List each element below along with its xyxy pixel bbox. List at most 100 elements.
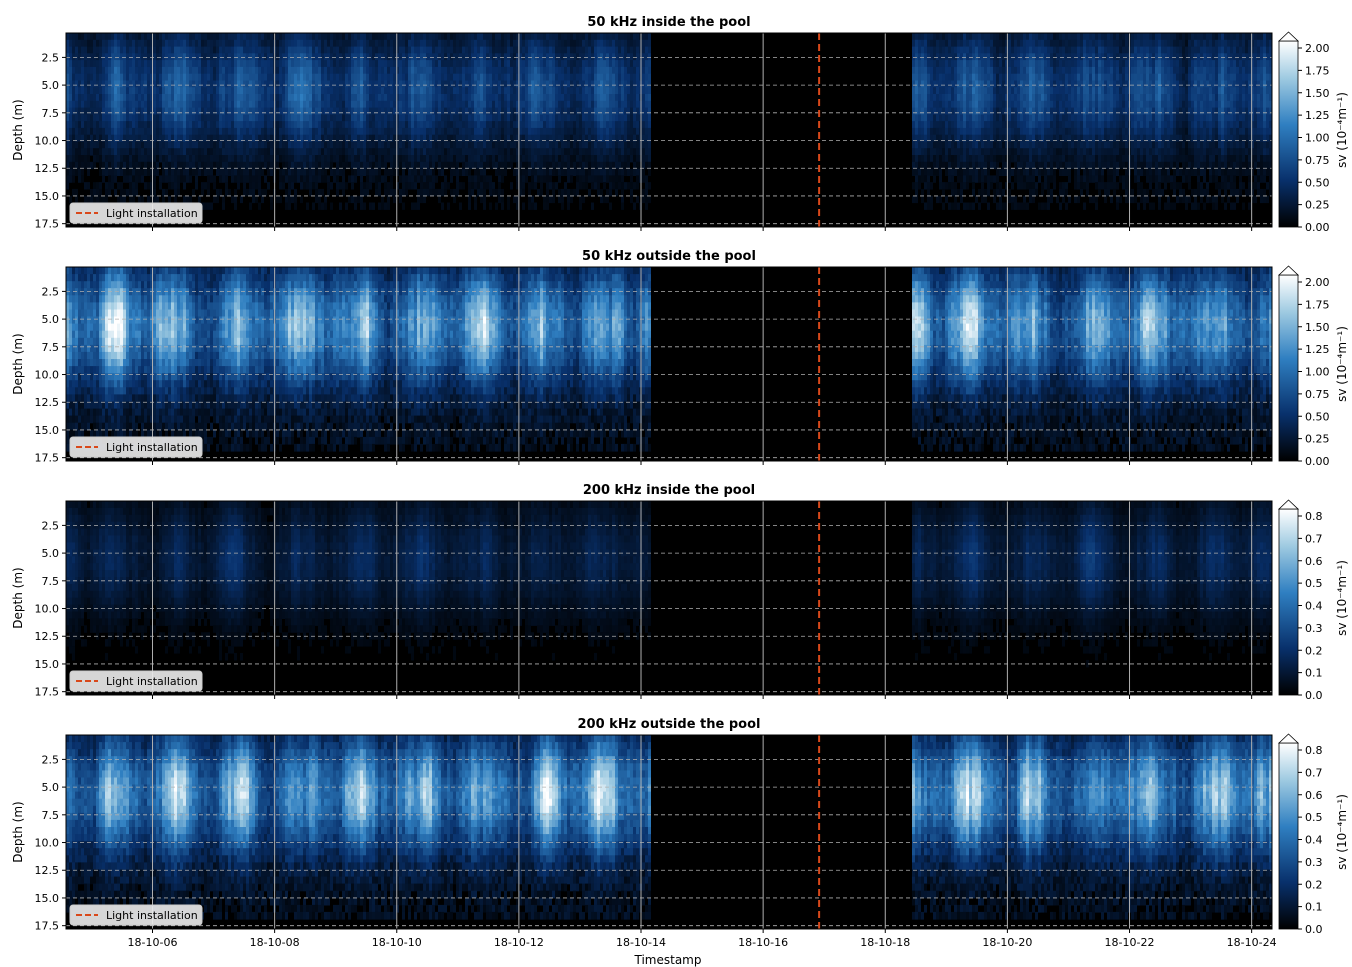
- heatmap-cell: [303, 60, 306, 68]
- heatmap-cell: [390, 73, 393, 82]
- heatmap-cell: [348, 73, 351, 82]
- heatmap-cell: [351, 148, 354, 156]
- heatmap-cell: [642, 73, 645, 82]
- heatmap-cell: [435, 53, 438, 61]
- heatmap-cell: [153, 134, 156, 143]
- heatmap-cell: [522, 107, 525, 115]
- heatmap-cell: [558, 60, 561, 68]
- heatmap-cell: [534, 141, 537, 149]
- heatmap-cell: [600, 155, 603, 163]
- heatmap-cell: [255, 107, 258, 115]
- heatmap-cell: [255, 175, 258, 183]
- heatmap-cell: [225, 168, 228, 176]
- heatmap-cell: [405, 87, 408, 95]
- heatmap-cell: [534, 182, 537, 190]
- heatmap-cell: [924, 121, 927, 129]
- heatmap-cell: [474, 161, 477, 170]
- heatmap-cell: [348, 127, 351, 136]
- heatmap-cell: [174, 182, 177, 190]
- heatmap-cell: [447, 87, 450, 95]
- heatmap-cell: [546, 94, 549, 102]
- heatmap-cell: [429, 39, 432, 48]
- heatmap-cell: [168, 46, 171, 54]
- heatmap-cell: [288, 202, 291, 210]
- heatmap-cell: [219, 188, 222, 197]
- heatmap-cell: [267, 161, 270, 170]
- heatmap-cell: [507, 107, 510, 115]
- heatmap-cell: [258, 127, 261, 136]
- heatmap-cell: [483, 182, 486, 190]
- heatmap-cell: [573, 121, 576, 129]
- heatmap-cell: [126, 39, 129, 48]
- heatmap-cell: [321, 175, 324, 183]
- heatmap-cell: [132, 148, 135, 156]
- heatmap-cell: [150, 107, 153, 115]
- heatmap-cell: [114, 141, 117, 149]
- heatmap-cell: [99, 195, 102, 204]
- heatmap-cell: [108, 100, 111, 109]
- heatmap-cell: [915, 80, 918, 88]
- heatmap-cell: [90, 53, 93, 61]
- heatmap-cell: [189, 148, 192, 156]
- heatmap-cell: [636, 195, 639, 204]
- heatmap-cell: [78, 155, 81, 163]
- heatmap-cell: [387, 195, 390, 204]
- heatmap-cell: [510, 107, 513, 115]
- heatmap-cell: [948, 66, 951, 75]
- heatmap-cell: [135, 60, 138, 68]
- heatmap-cell: [342, 33, 345, 41]
- heatmap-cell: [411, 87, 414, 95]
- heatmap-cell: [258, 46, 261, 54]
- heatmap-cell: [366, 80, 369, 88]
- heatmap-cell: [240, 107, 243, 115]
- heatmap-cell: [231, 80, 234, 88]
- heatmap-cell: [258, 155, 261, 163]
- heatmap-cell: [597, 33, 600, 41]
- heatmap-cell: [936, 114, 939, 122]
- heatmap-cell: [540, 73, 543, 82]
- heatmap-cell: [528, 141, 531, 149]
- heatmap-cell: [531, 114, 534, 122]
- heatmap-cell: [285, 155, 288, 163]
- heatmap-cell: [363, 202, 366, 210]
- heatmap-cell: [489, 148, 492, 156]
- heatmap-cell: [75, 94, 78, 102]
- heatmap-cell: [462, 155, 465, 163]
- heatmap-cell: [588, 175, 591, 183]
- heatmap-cell: [525, 87, 528, 95]
- heatmap-cell: [204, 39, 207, 48]
- heatmap-cell: [300, 155, 303, 163]
- heatmap-cell: [429, 161, 432, 170]
- heatmap-cell: [435, 94, 438, 102]
- heatmap-cell: [456, 168, 459, 176]
- heatmap-cell: [261, 46, 264, 54]
- heatmap-cell: [96, 188, 99, 197]
- heatmap-cell: [378, 114, 381, 122]
- heatmap-cell: [444, 155, 447, 163]
- heatmap-cell: [492, 39, 495, 48]
- heatmap-cell: [549, 161, 552, 170]
- heatmap-cell: [315, 127, 318, 136]
- heatmap-cell: [387, 121, 390, 129]
- heatmap-cell: [582, 161, 585, 170]
- heatmap-cell: [456, 53, 459, 61]
- heatmap-cell: [375, 155, 378, 163]
- heatmap-cell: [348, 175, 351, 183]
- heatmap-cell: [390, 161, 393, 170]
- heatmap-cell: [594, 141, 597, 149]
- heatmap-cell: [465, 141, 468, 149]
- heatmap-cell: [618, 161, 621, 170]
- heatmap-cell: [498, 66, 501, 75]
- heatmap-cell: [435, 127, 438, 136]
- heatmap-cell: [624, 155, 627, 163]
- heatmap-cell: [135, 168, 138, 176]
- heatmap-cell: [546, 121, 549, 129]
- heatmap-cell: [603, 107, 606, 115]
- heatmap-cell: [366, 114, 369, 122]
- heatmap-cell: [567, 60, 570, 68]
- heatmap-cell: [279, 127, 282, 136]
- heatmap-cell: [204, 148, 207, 156]
- heatmap-cell: [135, 33, 138, 41]
- heatmap-cell: [216, 121, 219, 129]
- heatmap-cell: [411, 39, 414, 48]
